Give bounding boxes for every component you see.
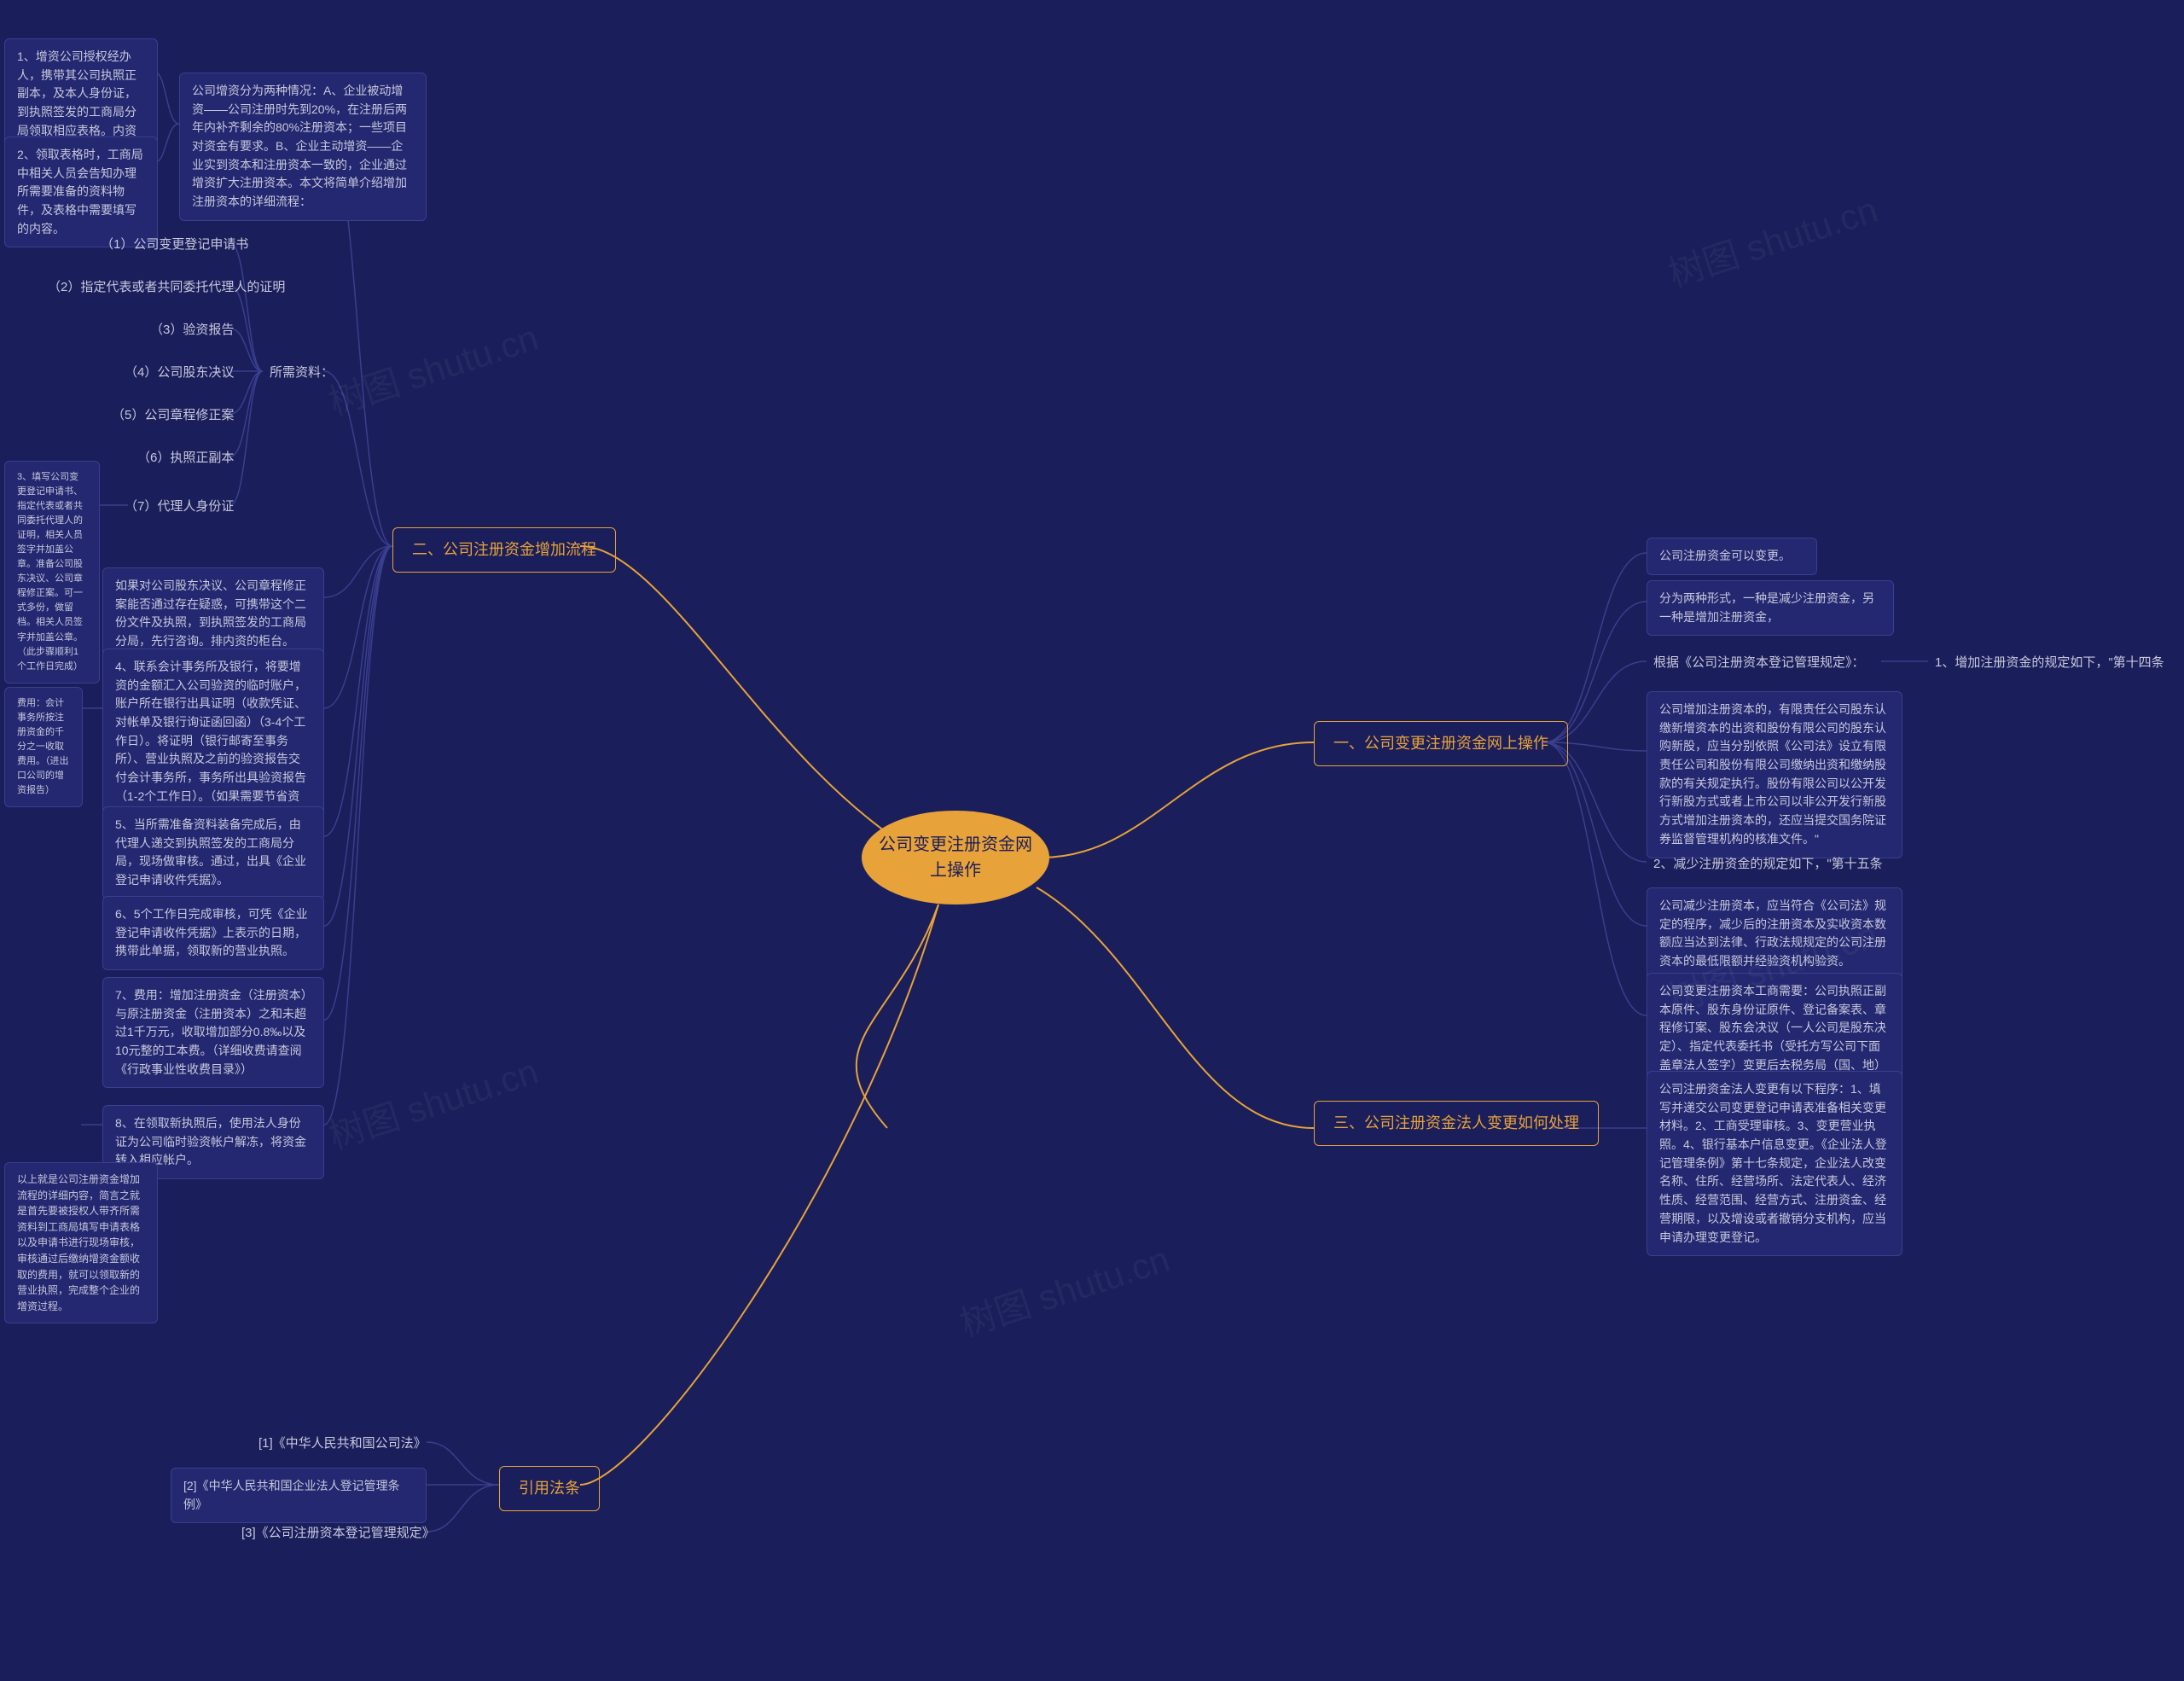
b2-d7: （7）代理人身份证 xyxy=(118,494,241,521)
watermark: 树图 shutu.cn xyxy=(953,1230,1176,1347)
branch-2[interactable]: 二、公司注册资金增加流程 xyxy=(392,527,616,573)
b2-s5: 5、当所需准备资料装备完成后，由代理人递交到执照签发的工商局分局，现场做审核。通… xyxy=(102,806,324,899)
branch-1[interactable]: 一、公司变更注册资金网上操作 xyxy=(1314,721,1568,766)
b2-d1: （1）公司变更登记申请书 xyxy=(94,232,255,259)
b2-s3a: 如果对公司股东决议、公司章程修正案能否通过存在疑惑，可携带这个二份文件及执照，到… xyxy=(102,567,324,660)
b2-d5: （5）公司章程修正案 xyxy=(105,403,241,429)
b2-s4fee: 费用：会计事务所按注册资金的千分之一收取费用。（进出口公司的增资报告） xyxy=(4,687,83,807)
watermark: 树图 shutu.cn xyxy=(322,309,544,426)
branch-4[interactable]: 引用法条 xyxy=(499,1466,600,1511)
b4-c3: [3]《公司注册资本登记管理规定》 xyxy=(235,1521,442,1547)
b2-d4: （4）公司股东决议 xyxy=(118,360,241,387)
b2-s6: 6、5个工作日完成审核，可凭《企业登记申请收件凭据》上表示的日期，携带此单据，领… xyxy=(102,896,324,970)
branch-3[interactable]: 三、公司注册资金法人变更如何处理 xyxy=(1314,1101,1599,1146)
branch-1-label: 一、公司变更注册资金网上操作 xyxy=(1333,735,1548,752)
center-label: 公司变更注册资金网上操作 xyxy=(879,832,1032,883)
b2-s2: 2、领取表格时，工商局中相关人员会告知办理所需要准备的资料物件，及表格中需要填写… xyxy=(4,137,158,247)
b4-c2: [2]《中华人民共和国企业法人登记管理条例》 xyxy=(171,1468,427,1523)
b4-c1: [1]《中华人民共和国公司法》 xyxy=(252,1431,433,1457)
b1-c1: 公司注册资金可以变更。 xyxy=(1647,538,1817,575)
b2-docs-title: 所需资料： xyxy=(263,360,340,387)
branch-2-label: 二、公司注册资金增加流程 xyxy=(412,541,596,558)
b3-c1: 公司注册资金法人变更有以下程序：1、填写并递交公司变更登记申请表准备相关变更材料… xyxy=(1647,1071,1902,1256)
b2-d6: （6）执照正副本 xyxy=(131,445,241,472)
b1-c4: 公司增加注册资本的，有限责任公司股东认缴新增资本的出资和股份有限公司的股东认购新… xyxy=(1647,691,1902,858)
b1-c3a: 1、增加注册资金的规定如下，"第十四条 xyxy=(1928,650,2175,677)
b1-c2: 分为两种形式，一种是减少注册资金，另一种是增加注册资金， xyxy=(1647,580,1894,636)
b1-c5: 2、减少注册资金的规定如下，"第十五条 xyxy=(1647,852,1902,878)
b1-c6: 公司减少注册资本，应当符合《公司法》规定的程序，减少后的注册资本及实收资本数额应… xyxy=(1647,887,1902,980)
b2-s7: 7、费用：增加注册资金（注册资本）与原注册资金（注册资本）之和未超过1千万元，收… xyxy=(102,977,324,1088)
watermark: 树图 shutu.cn xyxy=(1661,181,1884,298)
b2-s3: 3、填写公司变更登记申请书、指定代表或者共同委托代理人的证明，相关人员签字并加盖… xyxy=(4,461,100,683)
branch-3-label: 三、公司注册资金法人变更如何处理 xyxy=(1333,1114,1579,1131)
watermark: 树图 shutu.cn xyxy=(322,1043,544,1160)
center-node[interactable]: 公司变更注册资金网上操作 xyxy=(862,811,1049,904)
b2-intro: 公司增资分为两种情况：A、企业被动增资——公司注册时先到20%，在注册后两年内补… xyxy=(179,73,427,221)
b2-summary: 以上就是公司注册资金增加流程的详细内容，简言之就是首先要被授权人带齐所需资料到工… xyxy=(4,1162,158,1323)
branch-4-label: 引用法条 xyxy=(519,1480,580,1497)
b2-d2: （2）指定代表或者共同委托代理人的证明 xyxy=(41,275,292,301)
b2-d3: （3）验资报告 xyxy=(143,317,241,344)
b1-c3: 根据《公司注册资本登记管理规定》： xyxy=(1647,650,1885,677)
